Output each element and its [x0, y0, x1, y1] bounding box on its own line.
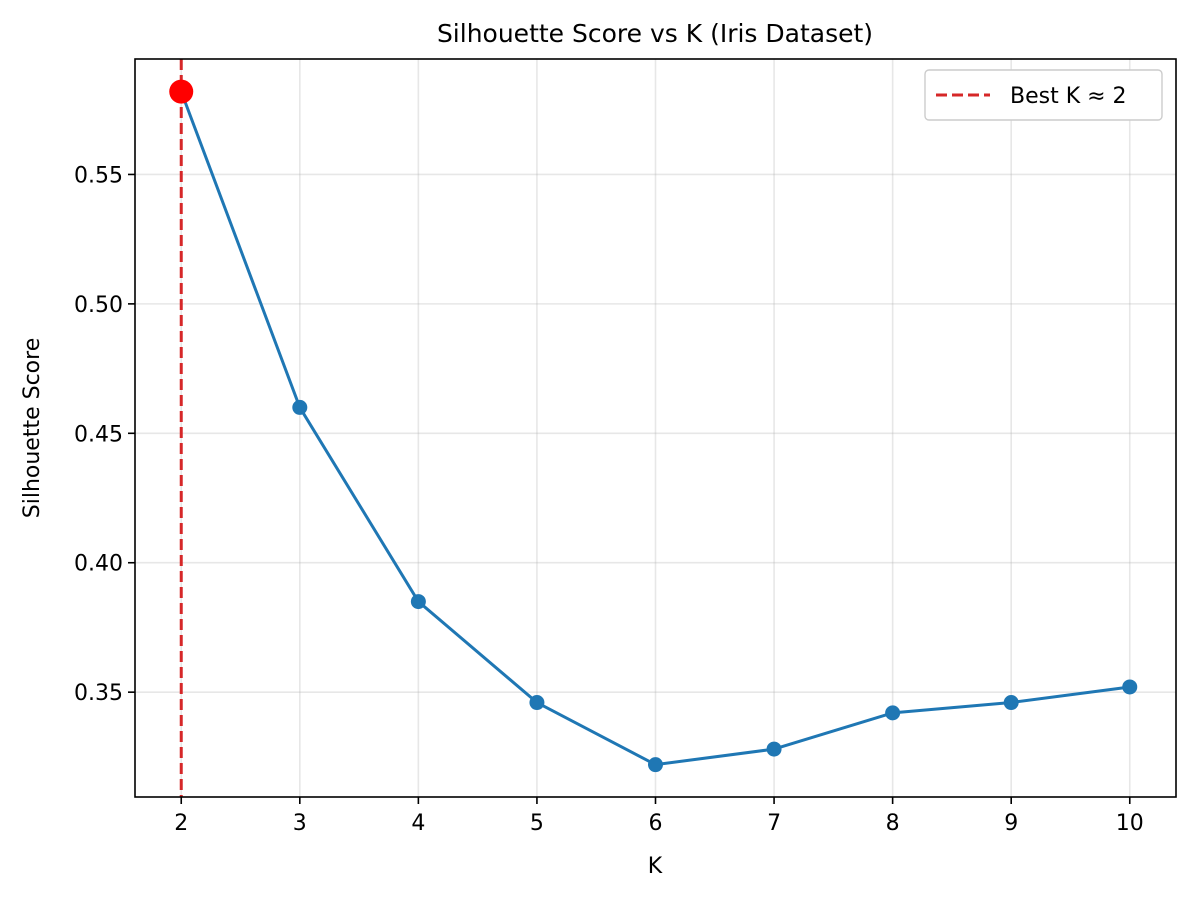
x-tick-label: 5	[530, 811, 544, 836]
grid	[135, 59, 1176, 797]
y-tick-label: 0.55	[74, 163, 123, 188]
x-tick-label: 8	[886, 811, 900, 836]
legend: Best K ≈ 2	[924, 69, 1163, 121]
x-tick-label: 7	[767, 811, 781, 836]
y-tick-label: 0.35	[74, 681, 123, 706]
data-point	[648, 757, 663, 773]
x-tick-label: 9	[1004, 811, 1018, 836]
x-tick-label: 4	[411, 811, 425, 836]
data-point	[410, 594, 426, 610]
series-layer	[169, 79, 1138, 773]
plot-frame	[134, 58, 1177, 798]
y-tick-label: 0.50	[74, 293, 123, 318]
data-point	[766, 741, 782, 757]
legend-label: Best K ≈ 2	[1010, 84, 1127, 109]
chart-title: Silhouette Score vs K (Iris Dataset)	[437, 19, 873, 48]
x-tick-label: 6	[649, 811, 663, 836]
x-tick-label: 3	[293, 811, 307, 836]
data-point	[885, 705, 901, 721]
data-point	[292, 399, 308, 415]
data-point	[1122, 679, 1138, 695]
y-axis-label: Silhouette Score	[20, 338, 45, 518]
ticks: 2 3 4 5 6 7 8 9 10 0.35 0.40 0.45 0.50 0.55	[74, 163, 1144, 836]
legend-box	[924, 69, 1163, 121]
data-point	[529, 695, 545, 711]
x-axis-label: K	[648, 854, 663, 879]
data-point	[1003, 695, 1019, 711]
x-tick-label: 2	[174, 811, 188, 836]
y-tick-label: 0.40	[74, 552, 123, 577]
best-k-marker	[169, 79, 194, 104]
x-tick-label: 10	[1116, 811, 1144, 836]
y-tick-label: 0.45	[74, 422, 123, 447]
